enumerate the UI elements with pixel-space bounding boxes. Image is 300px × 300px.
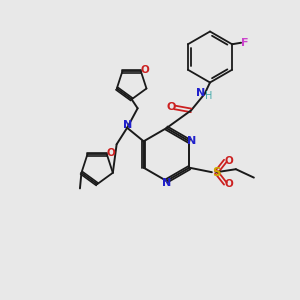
- Text: O: O: [225, 156, 234, 166]
- Text: F: F: [241, 38, 248, 48]
- Text: H: H: [205, 91, 212, 101]
- Text: N: N: [187, 136, 196, 146]
- Text: O: O: [166, 102, 176, 112]
- Text: S: S: [212, 166, 220, 179]
- Text: O: O: [106, 148, 115, 158]
- Text: N: N: [162, 178, 171, 188]
- Text: O: O: [225, 178, 234, 189]
- Text: O: O: [140, 64, 149, 75]
- Text: N: N: [196, 88, 206, 98]
- Text: N: N: [122, 120, 132, 130]
